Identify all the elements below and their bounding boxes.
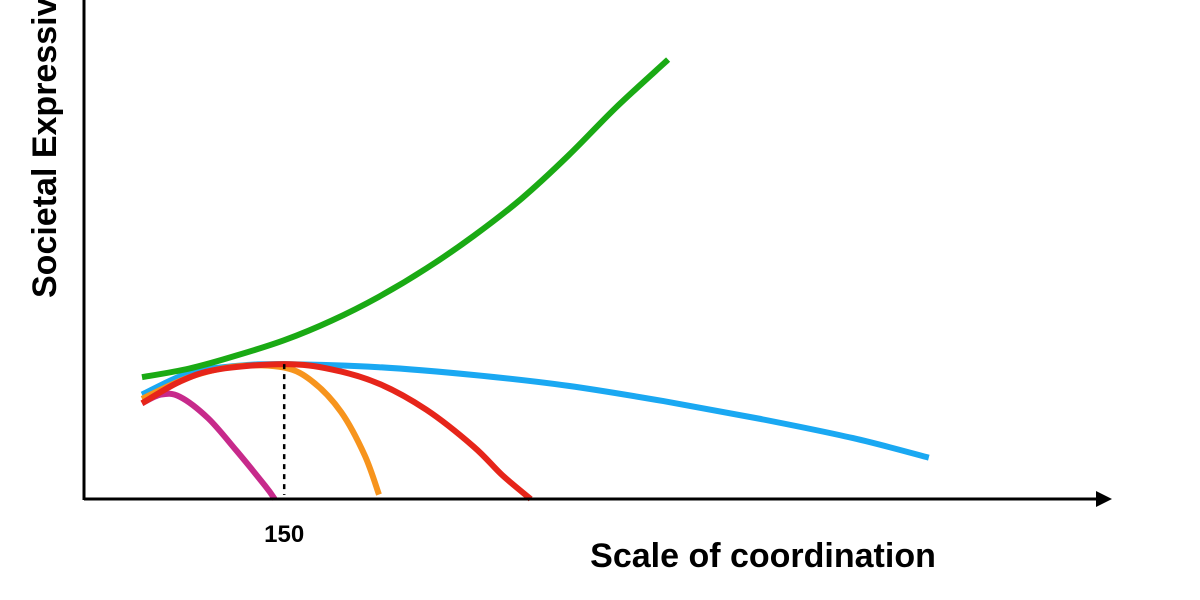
series-line-green	[141, 57, 671, 381]
x-tick-labels: 150	[264, 521, 304, 548]
series-line-red	[140, 361, 533, 502]
x-tick-label: 150	[264, 521, 304, 548]
series-line-blue	[140, 361, 930, 461]
x-axis-arrowhead	[1096, 491, 1112, 507]
series-layer	[140, 57, 930, 502]
x-axis-label: Scale of coordination	[590, 537, 936, 575]
axes	[82, 0, 1112, 507]
y-axis-label: Societal Expressiv	[26, 0, 64, 298]
series-line-magenta	[140, 390, 278, 501]
